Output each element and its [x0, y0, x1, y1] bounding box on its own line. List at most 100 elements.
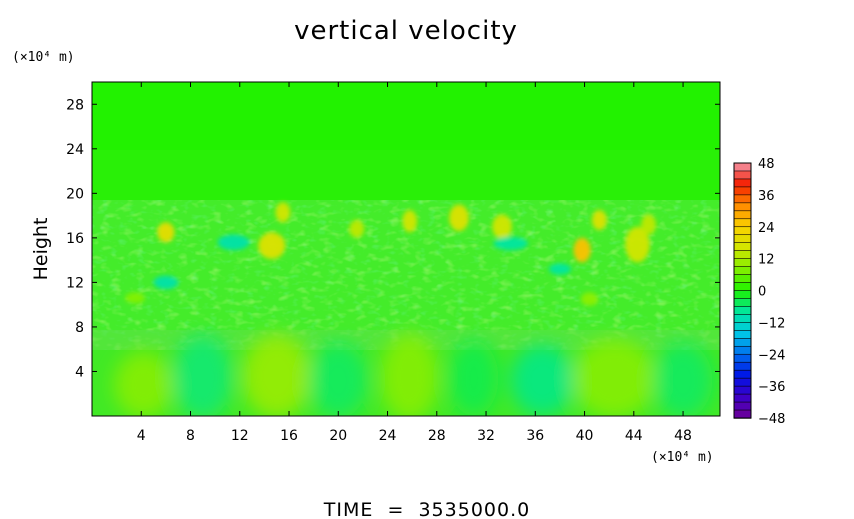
colorbar-segment: [733, 266, 752, 276]
velocity-spot: [157, 222, 175, 243]
y-tick-label: 4: [75, 364, 84, 380]
y-tick-label: 24: [66, 142, 84, 158]
x-tick-label: 32: [477, 428, 495, 444]
colorbar-segment: [733, 385, 752, 395]
y-axis-label: Height: [30, 218, 52, 281]
x-tick-label: 40: [576, 428, 594, 444]
colorbar-segment: [733, 210, 752, 220]
y-tick-label: 20: [66, 186, 84, 202]
y-tick-label: 8: [75, 320, 84, 336]
colorbar-tick-label: −36: [758, 380, 785, 395]
y-tick-label: 12: [66, 275, 84, 291]
velocity-spot: [641, 214, 656, 235]
colorbar-tick-label: 24: [758, 221, 775, 236]
x-tick-label: 16: [280, 428, 298, 444]
convective-cell: [510, 344, 575, 416]
chart-title: vertical velocity: [294, 16, 518, 46]
colorbar-segment: [733, 170, 752, 180]
colorbar-segment: [733, 162, 752, 172]
velocity-spot: [153, 275, 179, 290]
colorbar-segment: [733, 369, 752, 379]
upper-layer-band: [92, 150, 720, 200]
colorbar-segment: [733, 330, 752, 340]
colorbar-segment: [733, 338, 752, 347]
colorbar-segment: [733, 298, 752, 308]
colorbar-segment: [733, 218, 752, 228]
colorbar-tick-label: 12: [758, 253, 775, 268]
convective-cell: [653, 342, 713, 416]
x-axis-ticks: 4 8 12 16 20 24 28 32 36 40 44 48: [137, 82, 692, 444]
colorbar-segment: [733, 282, 752, 292]
velocity-spot: [493, 236, 528, 251]
x-tick-label: 8: [186, 428, 195, 444]
y-axis-unit: (×10⁴ m): [12, 50, 75, 65]
velocity-spot: [573, 237, 591, 263]
convective-cell: [449, 340, 499, 416]
colorbar-segment: [733, 401, 752, 411]
colorbar-segment: [733, 274, 752, 284]
convective-cell: [173, 334, 233, 416]
velocity-spot: [492, 214, 512, 239]
colorbar-segment: [733, 258, 752, 268]
colorbar-segment: [733, 322, 752, 332]
x-tick-label: 36: [526, 428, 544, 444]
colorbar: 48 36 24 12 0 −12 −24 −36 −48: [733, 157, 785, 427]
y-axis-ticks: 4 8 12 16 20 24 28: [66, 97, 720, 380]
colorbar-segment: [733, 353, 752, 363]
plot-area: [92, 82, 720, 416]
x-axis-unit: (×10⁴ m): [651, 450, 714, 465]
colorbar-segment: [733, 178, 752, 188]
colorbar-segment: [733, 194, 752, 204]
colorbar-tick-label: 48: [758, 157, 775, 172]
x-tick-label: 48: [674, 428, 692, 444]
colorbar-tick-label: −48: [758, 412, 785, 427]
colorbar-tick-label: −24: [758, 348, 785, 363]
colorbar-tick-label: 36: [758, 189, 775, 204]
convective-cell: [114, 351, 174, 416]
velocity-spot: [125, 292, 145, 304]
colorbar-segment: [733, 361, 752, 371]
velocity-spot: [548, 263, 572, 275]
convective-cell: [242, 333, 312, 416]
velocity-spot: [625, 226, 650, 263]
x-tick-label: 4: [137, 428, 146, 444]
colorbar-segment: [733, 306, 752, 316]
convective-cell: [308, 342, 368, 416]
colorbar-segment: [733, 393, 752, 403]
x-tick-label: 28: [428, 428, 446, 444]
colorbar-segment: [733, 345, 752, 355]
velocity-spot: [449, 204, 469, 232]
y-tick-label: 28: [66, 97, 84, 113]
velocity-spot: [217, 234, 250, 251]
colorbar-segment: [733, 377, 752, 387]
colorbar-segment: [733, 226, 752, 236]
velocity-spot: [258, 232, 286, 260]
velocity-spot: [580, 292, 599, 306]
colorbar-tick-label: 0: [758, 285, 766, 300]
velocity-spot: [591, 210, 607, 231]
colorbar-segment: [733, 314, 752, 324]
colorbar-segment: [733, 202, 752, 212]
colorbar-tick-label: −12: [758, 316, 785, 331]
x-tick-label: 44: [625, 428, 643, 444]
plot-frame: [91, 81, 721, 417]
colorbar-segment: [733, 409, 752, 419]
turbulent-spots: [125, 202, 656, 306]
convective-cells: [114, 332, 713, 416]
colorbar-segment: [733, 290, 752, 300]
time-readout: TIME = 3535000.0: [323, 499, 530, 519]
colorbar-segment: [733, 234, 752, 244]
colorbar-segment: [733, 242, 752, 252]
convective-cell: [380, 332, 440, 416]
y-tick-label: 16: [66, 231, 84, 247]
velocity-spot: [402, 210, 418, 233]
colorbar-segment: [733, 186, 752, 196]
velocity-spot: [275, 202, 291, 223]
x-tick-label: 12: [231, 428, 249, 444]
velocity-spot: [349, 220, 365, 238]
colorbar-segment: [733, 250, 752, 260]
colorbar-frame: [733, 162, 752, 419]
x-tick-label: 24: [379, 428, 397, 444]
x-tick-label: 20: [329, 428, 347, 444]
